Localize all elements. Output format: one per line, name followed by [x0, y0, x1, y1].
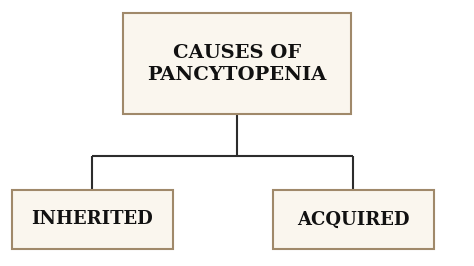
Text: CAUSES OF
PANCYTOPENIA: CAUSES OF PANCYTOPENIA	[147, 44, 327, 84]
FancyBboxPatch shape	[273, 190, 434, 249]
Text: INHERITED: INHERITED	[32, 210, 153, 228]
Text: ACQUIRED: ACQUIRED	[297, 210, 410, 228]
FancyBboxPatch shape	[123, 13, 351, 114]
FancyBboxPatch shape	[12, 190, 173, 249]
